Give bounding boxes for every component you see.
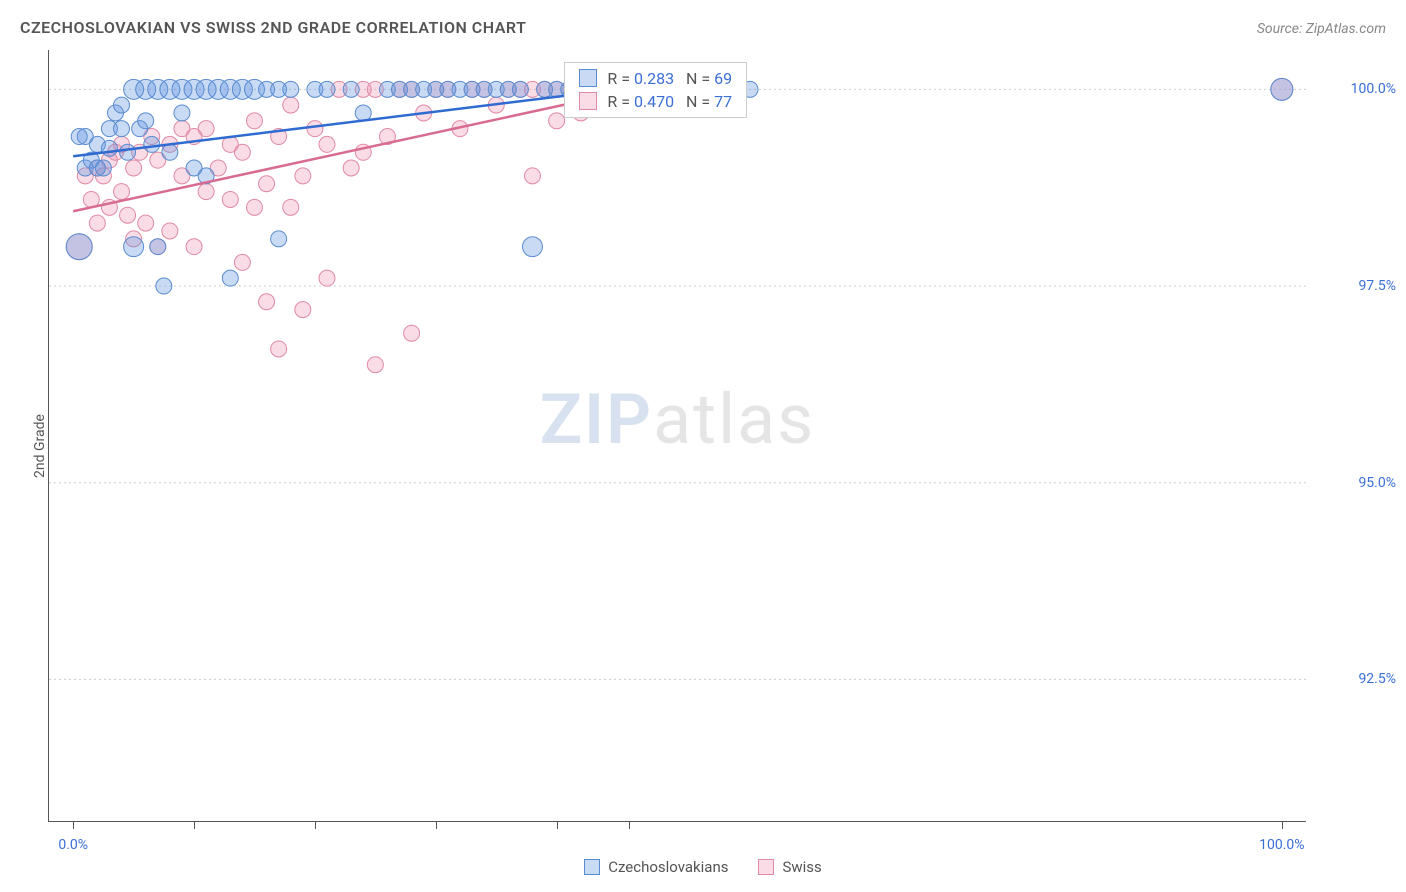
x-tick	[557, 821, 558, 829]
swiss-legend-swatch	[758, 859, 774, 875]
swiss-point	[307, 121, 323, 137]
swiss-point	[319, 270, 335, 286]
czech-point	[138, 113, 154, 129]
swiss-point	[295, 302, 311, 318]
czech-point	[174, 105, 190, 121]
legend-item-czech: Czechoslovakians	[584, 858, 728, 876]
x-tick	[73, 821, 74, 829]
czech-swatch	[579, 69, 597, 87]
czech-point	[150, 239, 166, 255]
chart-title: CZECHOSLOVAKIAN VS SWISS 2ND GRADE CORRE…	[20, 18, 526, 37]
czech-point	[114, 121, 130, 137]
stat-box: R = 0.283 N = 69 R = 0.470 N = 77	[564, 62, 747, 118]
swiss-point	[186, 239, 202, 255]
bottom-legend: Czechoslovakians Swiss	[0, 858, 1406, 876]
x-tick	[194, 821, 195, 829]
czech-point	[114, 97, 130, 113]
swiss-point	[246, 199, 262, 215]
x-tick	[629, 821, 630, 829]
czech-point	[222, 270, 238, 286]
stat-text-swiss: R = 0.470 N = 77	[607, 92, 732, 111]
czech-point	[95, 160, 111, 176]
x-tick	[1282, 821, 1283, 829]
czech-legend-swatch	[584, 859, 600, 875]
swiss-point	[162, 223, 178, 239]
swiss-point	[549, 113, 565, 129]
y-tick-label: 97.5%	[1316, 278, 1396, 294]
swiss-point	[114, 184, 130, 200]
czech-point	[319, 81, 335, 97]
y-tick-label: 92.5%	[1316, 671, 1396, 687]
stat-row-swiss: R = 0.470 N = 77	[579, 92, 732, 111]
swiss-legend-label: Swiss	[782, 858, 821, 876]
czech-point	[162, 144, 178, 160]
czech-point	[355, 105, 371, 121]
swiss-point	[234, 144, 250, 160]
czech-point	[144, 136, 160, 152]
y-tick-label: 95.0%	[1316, 475, 1396, 491]
swiss-point	[319, 136, 335, 152]
swiss-point	[283, 199, 299, 215]
swiss-point	[234, 254, 250, 270]
swiss-point	[271, 341, 287, 357]
swiss-point	[120, 207, 136, 223]
swiss-point	[404, 325, 420, 341]
stat-row-czech: R = 0.283 N = 69	[579, 69, 732, 88]
x-tick	[315, 821, 316, 829]
plot-area: ZIPatlas 100.0%97.5%95.0%92.5% 0.0%100.0…	[48, 50, 1306, 822]
swiss-point	[283, 97, 299, 113]
swiss-point	[259, 294, 275, 310]
czech-point	[66, 234, 92, 260]
swiss-point	[259, 176, 275, 192]
x-tick-label: 0.0%	[58, 837, 88, 853]
swiss-point	[198, 184, 214, 200]
czech-point	[124, 237, 144, 257]
swiss-point	[198, 121, 214, 137]
swiss-point	[246, 113, 262, 129]
x-tick-label: 100.0%	[1259, 837, 1304, 853]
czech-point	[101, 140, 117, 156]
swiss-swatch	[579, 92, 597, 110]
swiss-point	[367, 357, 383, 373]
source-label: Source: ZipAtlas.com	[1257, 21, 1386, 37]
chart-svg	[49, 50, 1306, 821]
swiss-point	[138, 215, 154, 231]
czech-point	[512, 81, 528, 97]
y-axis-label: 2nd Grade	[32, 414, 48, 478]
czech-point	[1271, 78, 1293, 100]
x-tick	[436, 821, 437, 829]
czech-point	[156, 278, 172, 294]
czech-point	[283, 81, 299, 97]
swiss-point	[222, 191, 238, 207]
legend-item-swiss: Swiss	[758, 858, 821, 876]
swiss-point	[126, 160, 142, 176]
czech-point	[120, 144, 136, 160]
czech-point	[271, 231, 287, 247]
y-tick-label: 100.0%	[1316, 81, 1396, 97]
czech-point	[522, 237, 542, 257]
swiss-point	[343, 160, 359, 176]
czech-point	[343, 81, 359, 97]
swiss-point	[295, 168, 311, 184]
swiss-point	[89, 215, 105, 231]
stat-text-czech: R = 0.283 N = 69	[607, 69, 732, 88]
czech-legend-label: Czechoslovakians	[608, 858, 728, 876]
swiss-point	[524, 168, 540, 184]
